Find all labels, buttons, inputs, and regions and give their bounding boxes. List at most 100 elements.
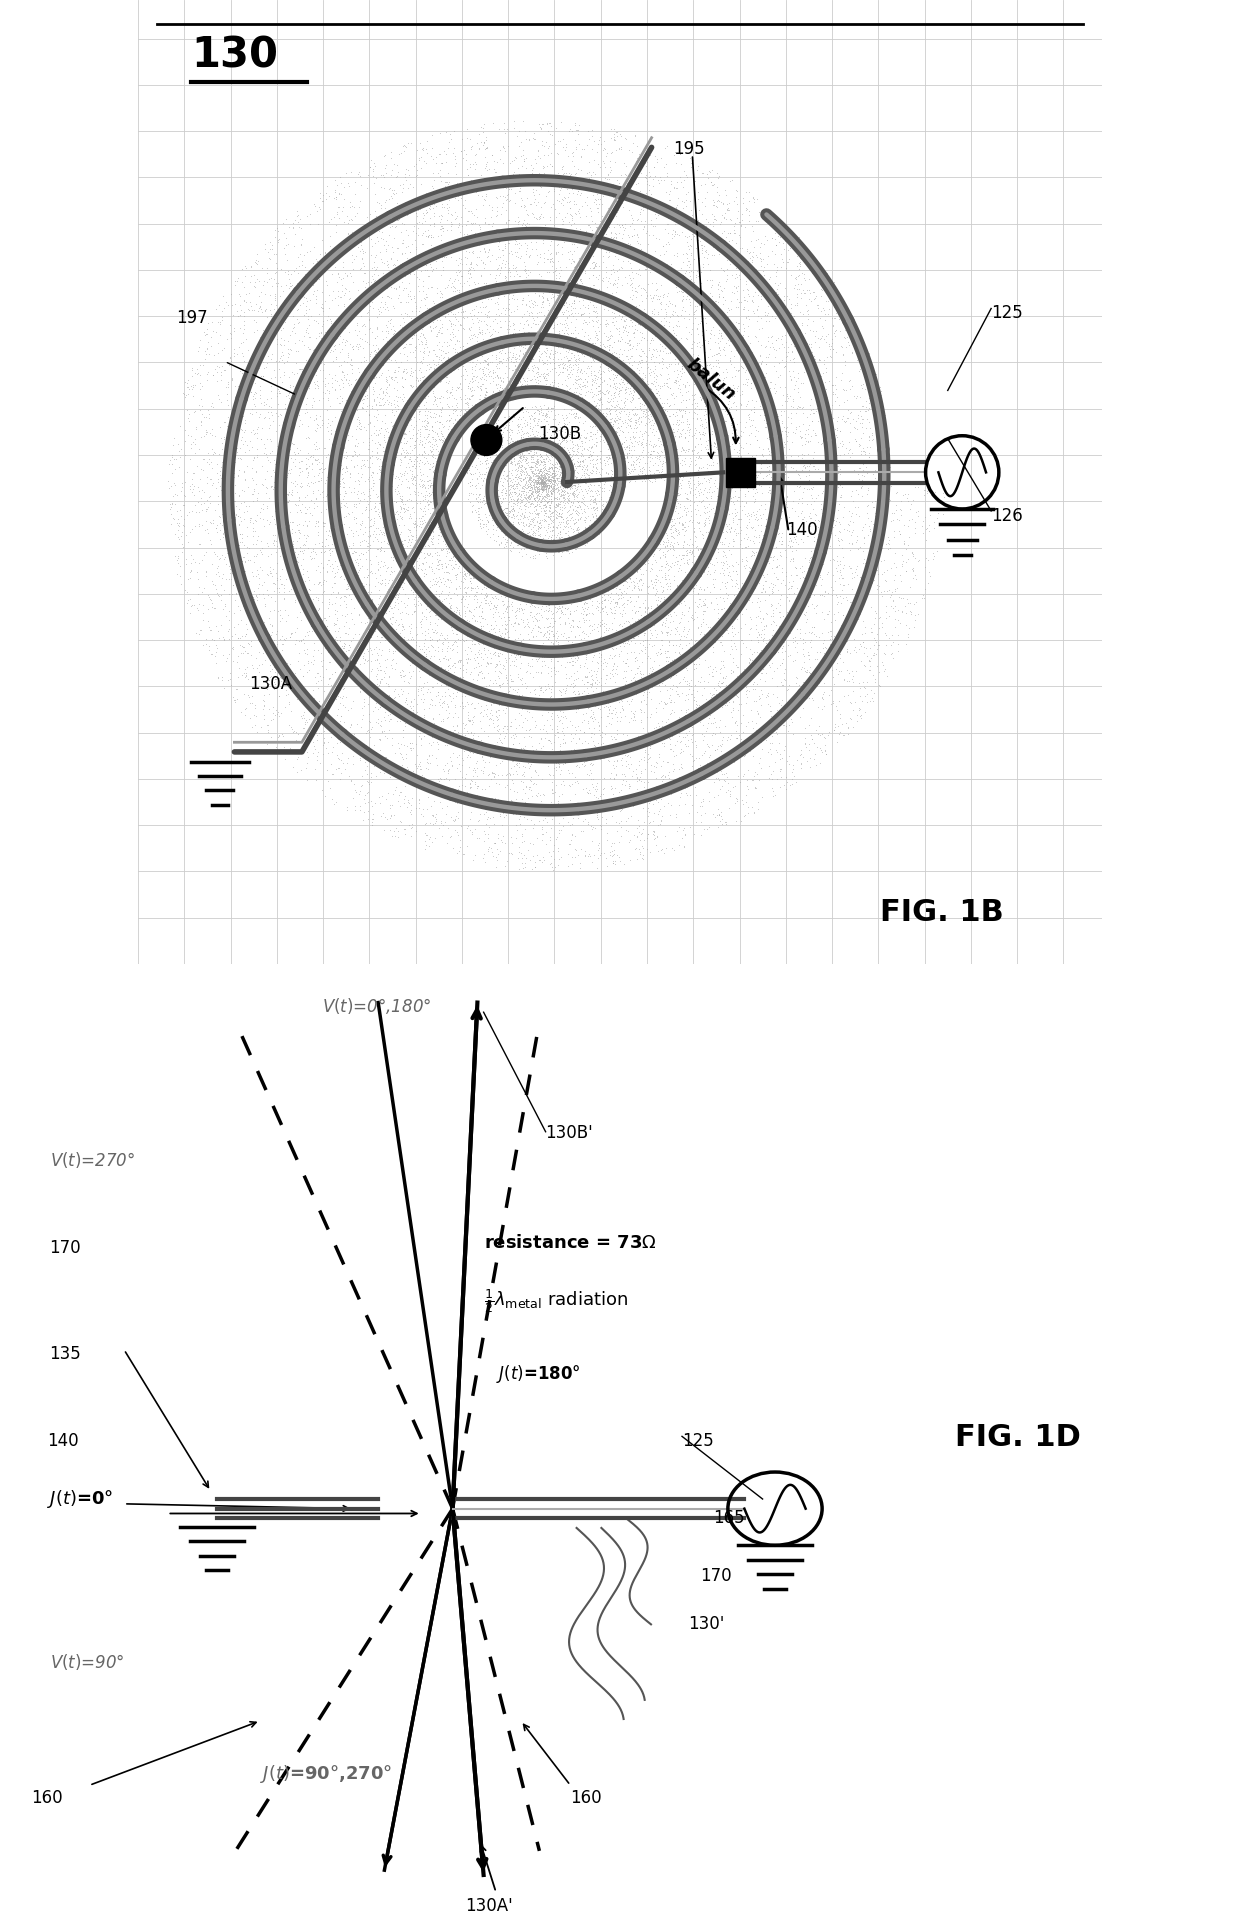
- Point: [254, 686, 274, 717]
- Point: [594, 654, 614, 684]
- Point: [580, 440, 600, 470]
- Point: [672, 351, 692, 382]
- Point: [361, 713, 381, 744]
- Point: [755, 584, 775, 615]
- Point: [552, 534, 572, 565]
- Point: [631, 696, 651, 727]
- Point: [684, 817, 704, 848]
- Point: [270, 600, 290, 630]
- Point: [786, 663, 806, 694]
- Point: [511, 765, 531, 796]
- Point: [518, 796, 538, 827]
- Point: [471, 297, 491, 328]
- Point: [330, 663, 350, 694]
- Point: [649, 395, 668, 426]
- Point: [169, 428, 188, 459]
- Point: [374, 451, 394, 482]
- Point: [300, 322, 320, 353]
- Point: [749, 372, 769, 403]
- Point: [298, 364, 317, 395]
- Point: [294, 299, 314, 330]
- Point: [451, 785, 471, 816]
- Point: [326, 495, 346, 526]
- Point: [603, 281, 622, 312]
- Point: [684, 278, 704, 308]
- Point: [562, 229, 582, 260]
- Point: [450, 661, 470, 692]
- Point: [556, 162, 575, 193]
- Point: [554, 607, 574, 638]
- Point: [575, 463, 595, 494]
- Point: [280, 399, 300, 430]
- Point: [562, 470, 582, 501]
- Point: [879, 524, 899, 555]
- Point: [542, 615, 562, 646]
- Point: [270, 507, 290, 538]
- Point: [615, 434, 635, 465]
- Point: [428, 677, 448, 708]
- Point: [609, 318, 629, 349]
- Point: [531, 486, 551, 517]
- Point: [538, 521, 558, 551]
- Point: [510, 470, 529, 501]
- Point: [386, 613, 405, 644]
- Point: [315, 623, 335, 654]
- Point: [547, 270, 567, 301]
- Point: [362, 654, 382, 684]
- Point: [494, 715, 513, 746]
- Point: [730, 222, 750, 253]
- Point: [222, 669, 242, 700]
- Point: [373, 517, 393, 548]
- Point: [609, 733, 629, 763]
- Point: [651, 293, 671, 324]
- Point: [505, 283, 525, 314]
- Point: [538, 393, 558, 424]
- Point: [727, 650, 746, 681]
- Point: [409, 630, 429, 661]
- Point: [505, 723, 525, 754]
- Point: [835, 407, 854, 438]
- Point: [691, 515, 711, 546]
- Point: [460, 399, 480, 430]
- Point: [812, 507, 832, 538]
- Point: [479, 420, 498, 451]
- Point: [746, 650, 766, 681]
- Point: [837, 636, 857, 667]
- Point: [644, 391, 663, 422]
- Point: [413, 495, 433, 526]
- Point: [171, 521, 191, 551]
- Point: [596, 486, 616, 517]
- Point: [541, 337, 560, 368]
- Point: [815, 443, 835, 474]
- Point: [746, 559, 766, 590]
- Point: [211, 388, 231, 418]
- Point: [451, 403, 471, 434]
- Point: [547, 632, 567, 663]
- Point: [543, 403, 563, 434]
- Point: [658, 391, 678, 422]
- Point: [549, 590, 569, 621]
- Point: [246, 611, 265, 642]
- Point: [811, 519, 831, 549]
- Point: [758, 322, 777, 353]
- Point: [475, 735, 495, 765]
- Point: [415, 619, 435, 650]
- Point: [594, 611, 614, 642]
- Point: [670, 310, 689, 341]
- Point: [278, 345, 298, 376]
- Point: [492, 432, 512, 463]
- Point: [766, 627, 786, 657]
- Point: [656, 148, 676, 179]
- Point: [758, 642, 777, 673]
- Point: [459, 480, 479, 511]
- Point: [618, 442, 637, 472]
- Point: [619, 453, 639, 484]
- Point: [231, 301, 250, 332]
- Point: [594, 617, 614, 648]
- Point: [734, 457, 754, 488]
- Point: [719, 509, 739, 540]
- Point: [345, 374, 365, 405]
- Point: [625, 571, 645, 602]
- Point: [280, 285, 300, 316]
- Point: [448, 538, 467, 569]
